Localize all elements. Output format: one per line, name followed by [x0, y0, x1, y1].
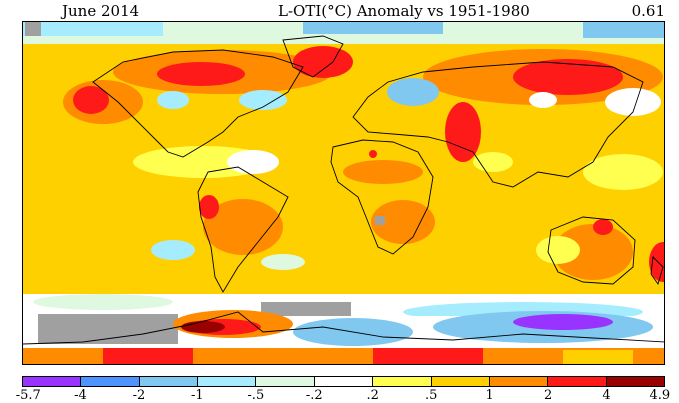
new-zealand-hotspot	[649, 242, 664, 282]
colorbar	[22, 376, 665, 387]
africa-missing-data	[375, 216, 385, 225]
map-date: June 2014	[62, 2, 140, 20]
antarctic-missing-data-west	[38, 314, 178, 344]
colorbar-tick-label: -4	[74, 388, 87, 403]
southern-africa-warm	[371, 200, 435, 244]
siberia-hotspot	[513, 59, 623, 95]
colorbar-tick-label: -.2	[305, 388, 323, 403]
colorbar-tick-label: -5.7	[15, 388, 41, 403]
antarctic-missing-data-central	[261, 302, 351, 316]
greenland-hotspot	[293, 46, 353, 78]
arctic-cool-west	[23, 22, 163, 36]
map-header: June 2014 L-OTI(°C) Anomaly vs 1951-1980…	[0, 0, 679, 22]
gulf-cool	[157, 91, 189, 109]
colorbar-tick-label: 4.9	[649, 388, 671, 403]
india-mild	[473, 152, 513, 172]
coastlines	[23, 35, 664, 345]
south-pacific-cool	[151, 240, 195, 260]
sahara-hotspot	[369, 150, 377, 158]
arctic-cool-central	[303, 22, 443, 34]
australia-hotspot	[593, 219, 613, 235]
south-america-warm	[203, 199, 283, 255]
coastline-eurasia	[352, 61, 644, 188]
east-antarctic-extreme-cold	[513, 314, 613, 330]
anomaly-map	[22, 21, 665, 365]
australia-warm	[553, 224, 633, 280]
colorbar-segment	[198, 377, 257, 386]
bering-neutral	[605, 88, 661, 116]
coastline-antarctica	[23, 311, 664, 345]
scandinavia-cool	[387, 78, 439, 106]
anomaly-map-canvas	[23, 22, 664, 364]
canada-hotspot	[157, 62, 245, 86]
colorbar-segment	[256, 377, 315, 386]
colorbar-segment	[23, 377, 82, 386]
colorbar-segment	[373, 377, 432, 386]
colorbar-tick-label: 4	[602, 388, 611, 403]
colorbar-segment	[314, 377, 374, 386]
colorbar-segment	[606, 377, 664, 386]
sahel-warm	[343, 160, 423, 184]
colorbar-segment	[431, 377, 490, 386]
southern-ocean-cool-west	[33, 294, 173, 310]
coastline-new-zealand	[650, 256, 664, 286]
colorbar-tick-label: -.5	[247, 388, 265, 403]
west-pacific-mild	[583, 154, 663, 190]
colorbar-tick-label: -2	[132, 388, 146, 403]
south-atlantic-neutral	[261, 254, 305, 270]
south-pole-hot-1	[103, 348, 193, 364]
colorbar-tick-label: .2	[366, 388, 379, 403]
map-title: L-OTI(°C) Anomaly vs 1951-1980	[278, 2, 530, 20]
north-atlantic-cool	[239, 90, 287, 110]
arctic-cool-east	[583, 22, 664, 38]
arctic-missing-data	[25, 22, 41, 36]
coastline-north-america	[92, 49, 304, 158]
peninsula-extreme	[181, 321, 225, 333]
north-pacific-hotspot	[73, 86, 109, 114]
middle-east-hotspot	[445, 102, 481, 162]
caribbean-neutral	[227, 150, 279, 174]
colorbar-tick-label: 2	[543, 388, 553, 403]
colorbar-tick-label: -1	[191, 388, 204, 403]
coastline-south-america	[197, 166, 289, 293]
colorbar-segment	[489, 377, 549, 386]
south-pole-hot-2	[373, 348, 483, 364]
coastline-greenland	[282, 35, 344, 78]
coastline-australia	[547, 216, 636, 285]
south-pole-mild	[563, 350, 633, 364]
colorbar-tick-label: 1	[485, 388, 494, 403]
coastline-africa	[330, 139, 434, 255]
colorbar-tick-label: .5	[424, 388, 438, 403]
colorbar-segment	[81, 377, 140, 386]
china-neutral	[529, 92, 557, 108]
colorbar-segment	[139, 377, 199, 386]
andes-hotspot	[199, 195, 219, 219]
global-mean-value: 0.61	[631, 2, 665, 20]
colorbar-labels: -5.7 -4 -2 -1 -.5 -.2 .2 .5 1 2 4 4.9	[16, 388, 670, 403]
colorbar-segment	[548, 377, 607, 386]
west-australia-mild	[536, 236, 580, 264]
